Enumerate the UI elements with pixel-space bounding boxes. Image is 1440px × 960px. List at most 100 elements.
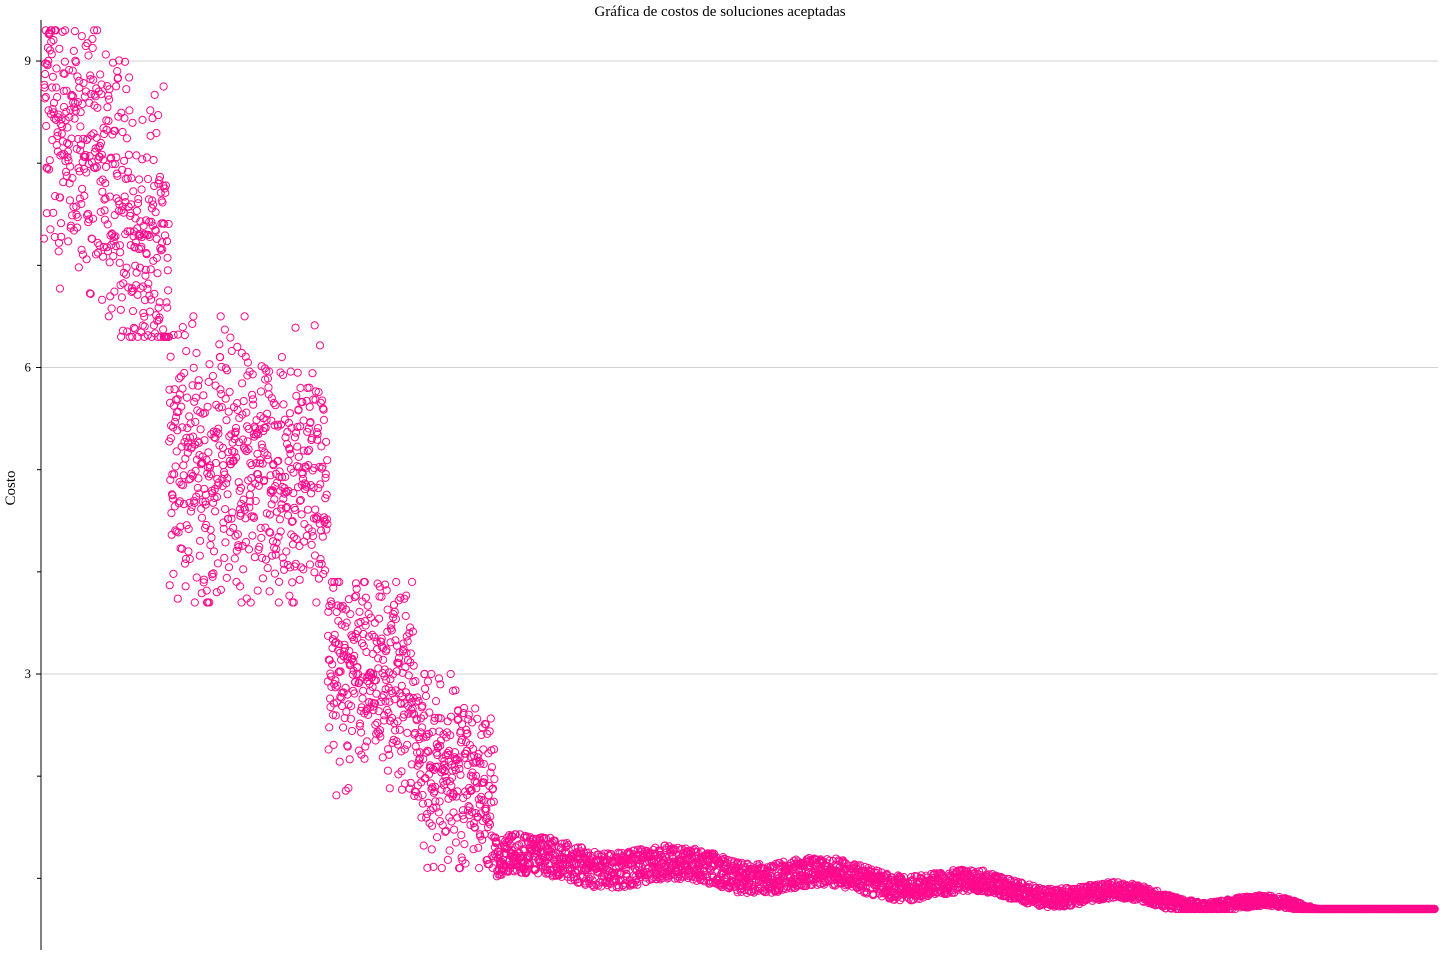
data-point — [184, 524, 193, 534]
data-point — [376, 732, 385, 741]
data-point — [196, 460, 205, 469]
data-point — [97, 150, 107, 159]
data-point — [229, 523, 238, 532]
data-point — [79, 79, 88, 88]
data-point — [467, 808, 476, 817]
data-point — [434, 808, 443, 817]
data-point — [374, 664, 383, 673]
data-point — [474, 749, 483, 758]
data-point — [246, 598, 255, 607]
data-point — [85, 215, 94, 224]
data-point — [263, 451, 272, 460]
data-point — [247, 461, 256, 470]
data-point — [174, 330, 183, 339]
data-point — [238, 379, 247, 388]
data-point — [87, 131, 96, 140]
data-point — [226, 333, 235, 342]
data-point — [185, 498, 194, 507]
data-point — [374, 707, 383, 716]
data-point — [106, 292, 115, 301]
data-point — [118, 165, 127, 174]
data-point — [54, 110, 63, 119]
data-point — [141, 265, 150, 274]
data-point — [313, 435, 322, 444]
data-point — [433, 751, 442, 760]
data-point — [212, 492, 222, 502]
data-point — [309, 483, 318, 492]
data-point — [447, 817, 456, 826]
data-point — [93, 248, 103, 257]
data-point — [488, 784, 498, 793]
data-point — [423, 863, 432, 873]
data-point — [364, 710, 373, 720]
data-point — [347, 726, 357, 736]
data-point — [260, 476, 269, 485]
data-point — [186, 419, 195, 428]
data-point — [63, 139, 72, 148]
data-point — [78, 184, 87, 193]
data-point — [230, 554, 239, 563]
data-point — [377, 592, 386, 602]
data-point — [336, 667, 345, 676]
data-point — [149, 155, 158, 165]
data-point — [362, 737, 372, 746]
data-point — [81, 87, 91, 96]
data-point — [105, 258, 114, 267]
data-point — [53, 128, 62, 137]
data-point — [42, 163, 51, 172]
data-point — [271, 401, 280, 410]
data-point — [244, 545, 254, 554]
data-point — [160, 219, 169, 228]
data-point — [148, 196, 157, 205]
data-point — [203, 402, 212, 411]
data-point — [77, 245, 86, 254]
data-point — [468, 772, 477, 781]
data-point — [442, 733, 451, 742]
data-point — [216, 585, 225, 595]
data-point — [145, 307, 155, 316]
data-point — [113, 73, 123, 82]
data-point — [441, 826, 451, 836]
data-point — [284, 418, 293, 427]
data-point — [44, 56, 53, 66]
data-point — [446, 731, 455, 740]
data-point — [461, 859, 470, 868]
data-point — [249, 513, 259, 523]
data-point — [205, 360, 214, 369]
data-point — [268, 551, 277, 560]
data-point — [189, 363, 198, 372]
data-point — [96, 138, 106, 148]
data-point — [112, 153, 121, 162]
data-point — [276, 420, 286, 429]
data-point — [101, 162, 111, 171]
data-point — [169, 330, 178, 339]
data-point — [153, 269, 162, 278]
data-point — [310, 568, 319, 577]
data-point — [150, 181, 159, 191]
data-point — [101, 194, 110, 203]
data-point — [64, 237, 73, 246]
data-point — [221, 538, 230, 547]
data-point — [294, 405, 303, 414]
data-point — [214, 403, 224, 412]
data-point — [294, 452, 303, 461]
data-point — [446, 669, 455, 679]
data-point — [269, 398, 278, 408]
data-point — [191, 466, 200, 475]
data-point — [185, 554, 194, 564]
data-point — [341, 622, 350, 631]
data-point — [239, 397, 248, 406]
data-point — [170, 385, 179, 394]
data-point — [454, 759, 463, 769]
data-point — [164, 219, 173, 229]
data-point — [382, 586, 391, 595]
data-point — [437, 864, 446, 873]
data-point — [242, 408, 251, 417]
data-point — [403, 656, 412, 665]
data-point — [464, 802, 473, 811]
data-point — [363, 601, 372, 610]
data-point — [236, 511, 245, 520]
data-point — [142, 153, 151, 162]
data-point — [405, 629, 414, 638]
data-point — [425, 708, 434, 717]
